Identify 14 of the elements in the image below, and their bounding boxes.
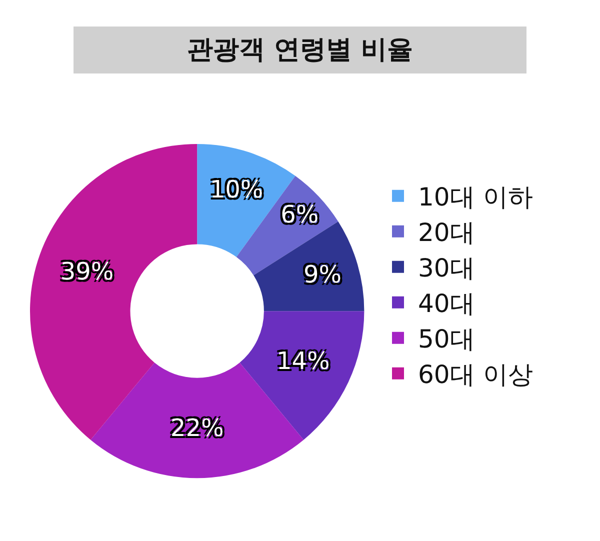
legend-label: 40대 — [418, 289, 475, 318]
legend-label: 50대 — [418, 324, 475, 354]
data-label: 10% — [210, 176, 264, 204]
legend-label: 20대 — [418, 218, 475, 248]
legend-label: 30대 — [418, 254, 475, 283]
data-label: 14% — [276, 346, 330, 375]
data-label: 39% — [60, 257, 114, 286]
data-label: 6% — [280, 200, 319, 229]
data-label: 22% — [170, 414, 224, 442]
legend-label: 60대 이상 — [418, 360, 533, 390]
legend-label: 10대 이하 — [418, 182, 533, 212]
data-label: 9% — [304, 260, 342, 289]
chart-title: 관광객 연령별 비율 — [186, 35, 414, 65]
donut-slice — [240, 311, 364, 440]
